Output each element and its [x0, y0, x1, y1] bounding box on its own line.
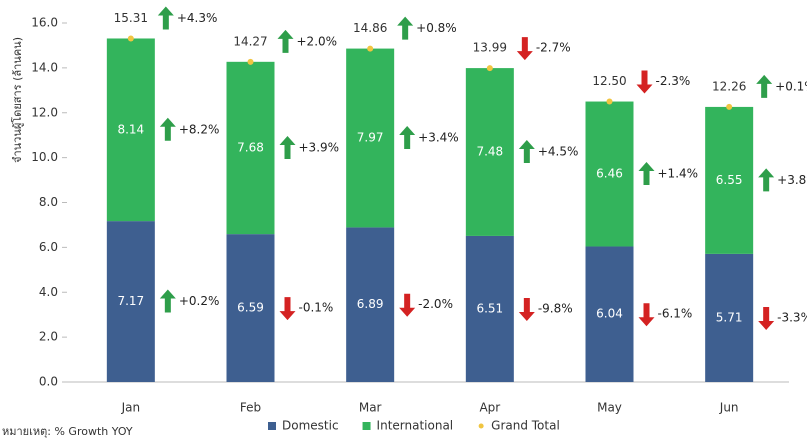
legend-label: International — [377, 419, 454, 433]
total-marker — [367, 45, 374, 52]
growth-arrow — [159, 289, 176, 313]
growth-label: +4.3% — [177, 11, 218, 25]
bar — [705, 253, 754, 382]
x-tick-label: Feb — [240, 401, 261, 415]
bar-value-label: 6.59 — [237, 301, 264, 315]
growth-label: -9.8% — [538, 301, 573, 315]
bar — [106, 221, 155, 382]
growth-arrow — [638, 162, 655, 186]
growth-arrow — [518, 297, 535, 321]
growth-arrow — [518, 140, 535, 164]
growth-arrow — [279, 297, 296, 321]
y-tick-label: 16.0 — [31, 16, 58, 30]
y-tick-label: 12.0 — [31, 105, 58, 119]
total-marker — [726, 103, 733, 110]
growth-label: -6.1% — [658, 307, 693, 321]
note: หมายเหตุ: % Growth YOY — [2, 425, 133, 438]
growth-label: +0.1% — [775, 79, 807, 93]
y-tick-label: 4.0 — [39, 285, 58, 299]
bar-value-label: 6.55 — [716, 173, 743, 187]
bar — [226, 61, 275, 235]
bar — [346, 48, 395, 228]
growth-arrow — [399, 125, 416, 149]
growth-arrow — [279, 135, 296, 159]
bar-value-label: 7.97 — [357, 130, 384, 144]
growth-label: -0.1% — [299, 301, 334, 315]
growth-label: -2.3% — [656, 74, 691, 88]
growth-label: +0.2% — [179, 294, 220, 308]
bar — [465, 68, 514, 236]
growth-label: +3.8% — [777, 173, 807, 187]
total-label: 15.31 — [114, 11, 148, 25]
total-marker — [127, 35, 134, 42]
x-tick-label: Apr — [479, 401, 500, 415]
growth-label: +3.9% — [299, 140, 340, 154]
bar-value-label: 7.17 — [117, 294, 144, 308]
total-label: 12.50 — [592, 74, 626, 88]
growth-arrow — [397, 16, 414, 40]
growth-label: -2.0% — [418, 297, 453, 311]
growth-arrow — [159, 117, 176, 141]
growth-arrow — [399, 293, 416, 317]
bar — [585, 246, 634, 382]
bar-value-label: 6.46 — [596, 167, 623, 181]
legend-label: Grand Total — [491, 419, 560, 433]
x-tick-label: May — [597, 401, 622, 415]
y-tick-label: 14.0 — [31, 60, 58, 74]
bar-value-label: 6.04 — [596, 307, 623, 321]
bar-value-label: 7.48 — [476, 145, 503, 159]
bar-value-label: 5.71 — [716, 310, 743, 324]
y-tick-label: 8.0 — [39, 195, 58, 209]
growth-label: +3.4% — [418, 130, 459, 144]
bar-value-label: 6.51 — [476, 301, 503, 315]
y-tick-label: 6.0 — [39, 240, 58, 254]
bar — [106, 38, 155, 222]
growth-label: -3.3% — [777, 310, 807, 324]
total-marker — [486, 65, 493, 72]
growth-arrow — [638, 303, 655, 327]
bar — [705, 106, 754, 254]
bar — [585, 101, 634, 247]
growth-label: +1.4% — [658, 167, 699, 181]
growth-arrow — [756, 74, 773, 98]
y-tick-label: 10.0 — [31, 150, 58, 164]
total-label: 13.99 — [473, 41, 507, 55]
growth-arrow — [516, 37, 533, 61]
legend-marker — [362, 422, 371, 430]
growth-arrow — [758, 306, 775, 330]
bar-value-label: 8.14 — [117, 122, 144, 136]
growth-label: +0.8% — [416, 21, 457, 35]
bar-value-label: 7.68 — [237, 140, 264, 154]
growth-arrow — [758, 168, 775, 192]
growth-label: +8.2% — [179, 122, 220, 136]
y-axis-label: จำนวนผู้โดยสาร (ล้านคน) — [10, 37, 24, 163]
y-tick-label: 0.0 — [39, 375, 58, 389]
legend-marker — [478, 423, 484, 429]
bar — [346, 227, 395, 382]
growth-label: -2.7% — [536, 41, 571, 55]
legend-label: Domestic — [282, 419, 339, 433]
bar — [226, 234, 275, 382]
bar-value-label: 6.89 — [357, 297, 384, 311]
growth-label: +2.0% — [297, 34, 338, 48]
growth-label: +4.5% — [538, 145, 579, 159]
bar — [465, 235, 514, 382]
growth-arrow — [636, 70, 653, 94]
total-label: 12.26 — [712, 79, 746, 93]
x-tick-label: Jun — [719, 401, 739, 415]
x-tick-label: Mar — [359, 401, 382, 415]
total-label: 14.27 — [233, 34, 267, 48]
x-tick-label: Jan — [121, 401, 141, 415]
total-marker — [606, 98, 613, 105]
y-tick-label: 2.0 — [39, 330, 58, 344]
legend-marker — [268, 422, 276, 430]
growth-arrow — [157, 6, 174, 30]
growth-arrow — [277, 29, 294, 53]
total-label: 14.86 — [353, 21, 387, 35]
total-marker — [247, 58, 254, 65]
